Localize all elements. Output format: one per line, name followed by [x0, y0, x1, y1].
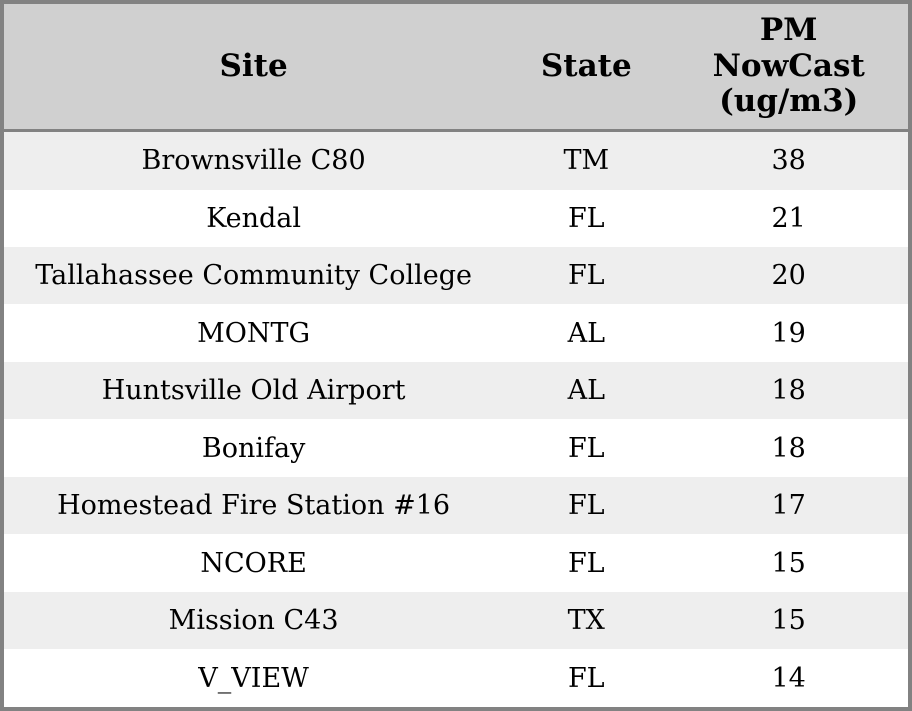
pm-cell: 38 — [771, 145, 806, 177]
pm-cell: 15 — [771, 605, 806, 637]
state-cell: FL — [567, 202, 605, 234]
column-header-site: Site — [2, 2, 504, 132]
table-row: Bonifay FL 18 — [2, 419, 910, 477]
table-row: Tallahassee Community College FL 20 — [2, 246, 910, 305]
table-header: Site State PM NowCast (ug/m3) — [2, 2, 910, 132]
column-header-pm-nowcast: PM NowCast (ug/m3) — [669, 2, 910, 132]
pm-cell: 20 — [771, 260, 806, 292]
table-row: Kendal FL 21 — [2, 189, 910, 247]
column-header-state: State — [503, 2, 670, 132]
table-row: V_VIEW FL 14 — [2, 649, 910, 709]
state-cell: TX — [567, 605, 605, 637]
table-row: Huntsville Old Airport AL 18 — [2, 361, 910, 420]
site-cell: NCORE — [200, 547, 307, 579]
state-cell: FL — [567, 662, 605, 694]
pm-cell: 15 — [771, 547, 806, 579]
site-cell: MONTG — [197, 317, 311, 349]
state-cell: AL — [567, 375, 606, 407]
state-cell: FL — [567, 490, 605, 522]
pm-cell: 17 — [771, 490, 806, 522]
pm-cell: 14 — [771, 662, 806, 694]
state-cell: FL — [567, 432, 605, 464]
table-row: MONTG AL 19 — [2, 304, 910, 362]
state-cell: FL — [567, 547, 605, 579]
pm-cell: 18 — [771, 375, 806, 407]
site-cell: Huntsville Old Airport — [101, 375, 406, 407]
site-cell: Kendal — [206, 202, 302, 234]
site-cell: Tallahassee Community College — [35, 260, 472, 292]
state-cell: FL — [567, 260, 605, 292]
table-row: Homestead Fire Station #16 FL 17 — [2, 476, 910, 535]
pm-cell: 21 — [771, 202, 806, 234]
table-row: Brownsville C80 TM 38 — [2, 130, 910, 190]
state-cell: TM — [563, 145, 610, 177]
site-cell: Brownsville C80 — [141, 145, 366, 177]
table-row: Mission C43 TX 15 — [2, 591, 910, 650]
site-cell: Mission C43 — [168, 605, 339, 637]
site-cell: Homestead Fire Station #16 — [57, 490, 451, 522]
pm-cell: 19 — [771, 317, 806, 349]
site-cell: Bonifay — [201, 432, 306, 464]
header-row: Site State PM NowCast (ug/m3) — [2, 2, 910, 132]
table-row: NCORE FL 15 — [2, 534, 910, 592]
table-body: Brownsville C80 TM 38 Kendal FL 21 Talla… — [2, 130, 910, 709]
state-cell: AL — [567, 317, 606, 349]
pm-cell: 18 — [771, 432, 806, 464]
site-cell: V_VIEW — [198, 662, 309, 694]
